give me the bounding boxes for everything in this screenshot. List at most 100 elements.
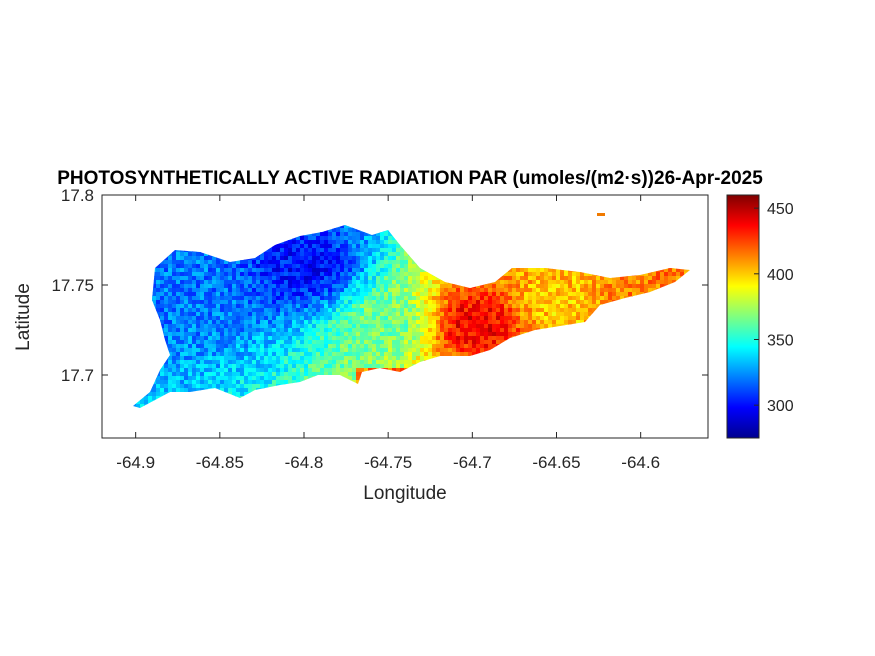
heatmap-cell (332, 296, 337, 301)
heatmap-cell (448, 320, 453, 325)
heatmap-cell (228, 280, 233, 285)
heatmap-cell (240, 320, 245, 325)
heatmap-cell (236, 332, 241, 337)
heatmap-cell (536, 324, 541, 329)
heatmap-cell (260, 272, 265, 277)
heatmap-cell (512, 276, 517, 281)
heatmap-cell (196, 356, 201, 361)
heatmap-cell (416, 264, 421, 269)
heatmap-cell (344, 344, 349, 349)
heatmap-cell (344, 244, 349, 249)
heatmap-cell (428, 284, 433, 289)
heatmap-cell (164, 376, 169, 381)
heatmap-cell (168, 276, 173, 281)
heatmap-cell (376, 348, 381, 353)
heatmap-cell (152, 276, 157, 281)
heatmap-cell (484, 288, 489, 293)
heatmap-cell (540, 292, 545, 297)
heatmap-cell (244, 264, 249, 269)
heatmap-cell (408, 324, 413, 329)
heatmap-cell (260, 336, 265, 341)
heatmap-cell (208, 324, 213, 329)
heatmap-cell (316, 340, 321, 345)
heatmap-cell (328, 304, 333, 309)
heatmap-cell (180, 384, 185, 389)
heatmap-cell (484, 324, 489, 329)
heatmap-cell (328, 336, 333, 341)
heatmap-cell (400, 332, 405, 337)
heatmap-cell (208, 344, 213, 349)
heatmap-cell (524, 308, 529, 313)
heatmap-cell (328, 256, 333, 261)
heatmap-cell (424, 284, 429, 289)
heatmap-cell (312, 344, 317, 349)
heatmap-cell (292, 284, 297, 289)
heatmap-cell (376, 232, 381, 237)
heatmap-cell (168, 256, 173, 261)
heatmap-cell (452, 336, 457, 341)
heatmap-cell (300, 256, 305, 261)
heatmap-cell (180, 324, 185, 329)
heatmap-cell (376, 288, 381, 293)
heatmap-cell (300, 316, 305, 321)
heatmap-cell (276, 340, 281, 345)
heatmap-cell (380, 284, 385, 289)
heatmap-cell (392, 292, 397, 297)
heatmap-cell (200, 380, 205, 385)
heatmap-cell (396, 340, 401, 345)
heatmap-cell (480, 324, 485, 329)
heatmap-cell (240, 280, 245, 285)
heatmap-cell (296, 292, 301, 297)
heatmap-cell (164, 340, 169, 345)
heatmap-cell (296, 308, 301, 313)
heatmap-cell (356, 252, 361, 257)
heatmap-cell (240, 384, 245, 389)
heatmap-cell (392, 316, 397, 321)
heatmap-cell (232, 356, 237, 361)
heatmap-cell (204, 364, 209, 369)
heatmap-cell (352, 344, 357, 349)
heatmap-cell (140, 404, 145, 408)
heatmap-cell (348, 332, 353, 337)
heatmap-cell (480, 296, 485, 301)
heatmap-cell (168, 312, 173, 317)
heatmap-cell (244, 292, 249, 297)
heatmap-cell (284, 348, 289, 353)
heatmap-cell (348, 372, 353, 377)
heatmap-cell (472, 328, 477, 333)
heatmap-cell (480, 308, 485, 313)
heatmap-cell (312, 328, 317, 333)
heatmap-cell (372, 316, 377, 321)
heatmap-cell (284, 328, 289, 333)
heatmap-cell (308, 292, 313, 297)
heatmap-cell (336, 368, 341, 373)
heatmap-cell (248, 388, 253, 393)
heatmap-cell (276, 248, 281, 253)
heatmap-cell (280, 260, 285, 265)
heatmap-cell (480, 328, 485, 333)
heatmap-cell (372, 292, 377, 297)
heatmap-cell (168, 368, 173, 373)
heatmap-cell (320, 308, 325, 313)
heatmap-cell (284, 248, 289, 253)
heatmap-cell (280, 304, 285, 309)
heatmap-cell (268, 324, 273, 329)
heatmap-cell (364, 364, 369, 369)
heatmap-cell (292, 240, 297, 245)
heatmap-cell (320, 300, 325, 305)
heatmap-cell (236, 324, 241, 329)
heatmap-cell (292, 320, 297, 325)
heatmap-cell (392, 296, 397, 301)
heatmap-cell (188, 380, 193, 385)
heatmap-cell (404, 348, 409, 353)
heatmap-cell (520, 296, 525, 301)
heatmap-cell (368, 336, 373, 341)
heatmap-cell (348, 300, 353, 305)
heatmap-cell (448, 316, 453, 321)
heatmap-cell (316, 300, 321, 305)
heatmap-cell (396, 368, 401, 373)
heatmap-cell (200, 280, 205, 285)
heatmap-cell (212, 356, 217, 361)
heatmap-cell (396, 320, 401, 325)
heatmap-cell (356, 336, 361, 341)
